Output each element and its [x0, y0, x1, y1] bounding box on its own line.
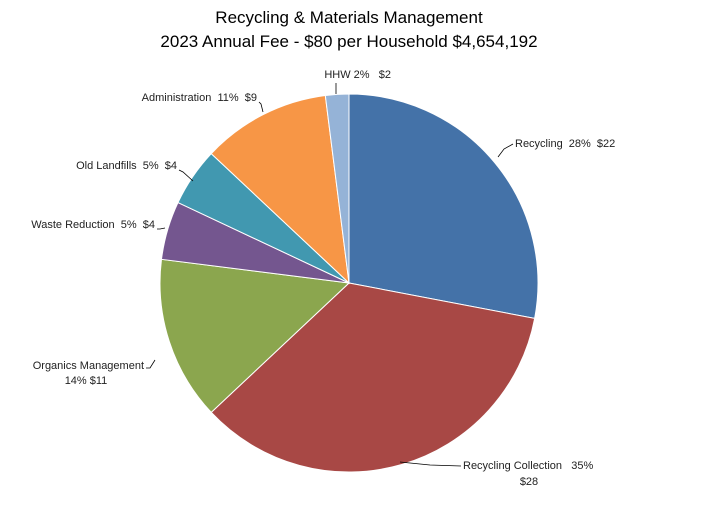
slice-label: Recycling Collection 35%	[463, 460, 593, 472]
slice-label: 14% $11	[65, 375, 108, 387]
leader-line	[178, 169, 194, 182]
slice-label: Recycling 28% $22	[515, 138, 615, 150]
slice-label: $28	[520, 476, 538, 488]
chart-title: Recycling & Materials Management 2023 An…	[160, 8, 537, 51]
pie-slice-hhw	[324, 93, 350, 284]
chart-title-line-2: 2023 Annual Fee - $80 per Household $4,6…	[160, 32, 537, 51]
slice-label: Waste Reduction 5% $4	[31, 219, 155, 231]
pie-slice-recycling	[348, 93, 539, 320]
pie-slice-organics-management	[159, 258, 351, 414]
chart-title-line-1: Recycling & Materials Management	[215, 8, 483, 27]
leader-line	[258, 101, 264, 113]
pie-slice-recycling-collection	[210, 282, 536, 473]
slice-label: Organics Management	[33, 360, 144, 372]
leader-line	[157, 227, 166, 230]
slice-labels: Recycling 28% $22 Recycling Collection 35…	[31, 69, 615, 488]
slice-label: Administration 11% $9	[142, 92, 257, 104]
leader-line	[399, 461, 462, 467]
slice-label: Old Landfills 5% $4	[76, 160, 177, 172]
leader-line	[497, 143, 514, 158]
slice-label: HHW 2% $2	[324, 69, 391, 81]
label-leader-lines	[146, 83, 514, 467]
leader-line	[146, 359, 156, 369]
pie-slice-administration	[210, 94, 350, 285]
pie-slices	[159, 93, 539, 473]
